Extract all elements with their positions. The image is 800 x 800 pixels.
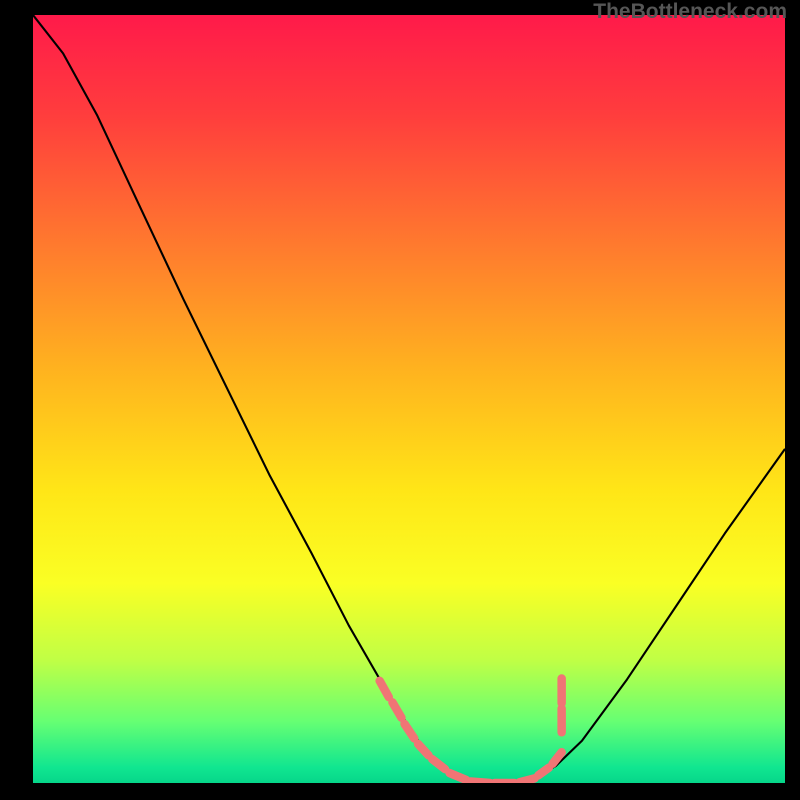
chart-container: TheBottleneck.com: [0, 0, 800, 800]
watermark-text: TheBottleneck.com: [593, 0, 787, 24]
accent-dash: [471, 781, 491, 783]
gradient-background: [33, 15, 785, 783]
accent-dash: [520, 778, 535, 782]
chart-svg: [33, 15, 785, 783]
plot-area: [33, 15, 785, 783]
